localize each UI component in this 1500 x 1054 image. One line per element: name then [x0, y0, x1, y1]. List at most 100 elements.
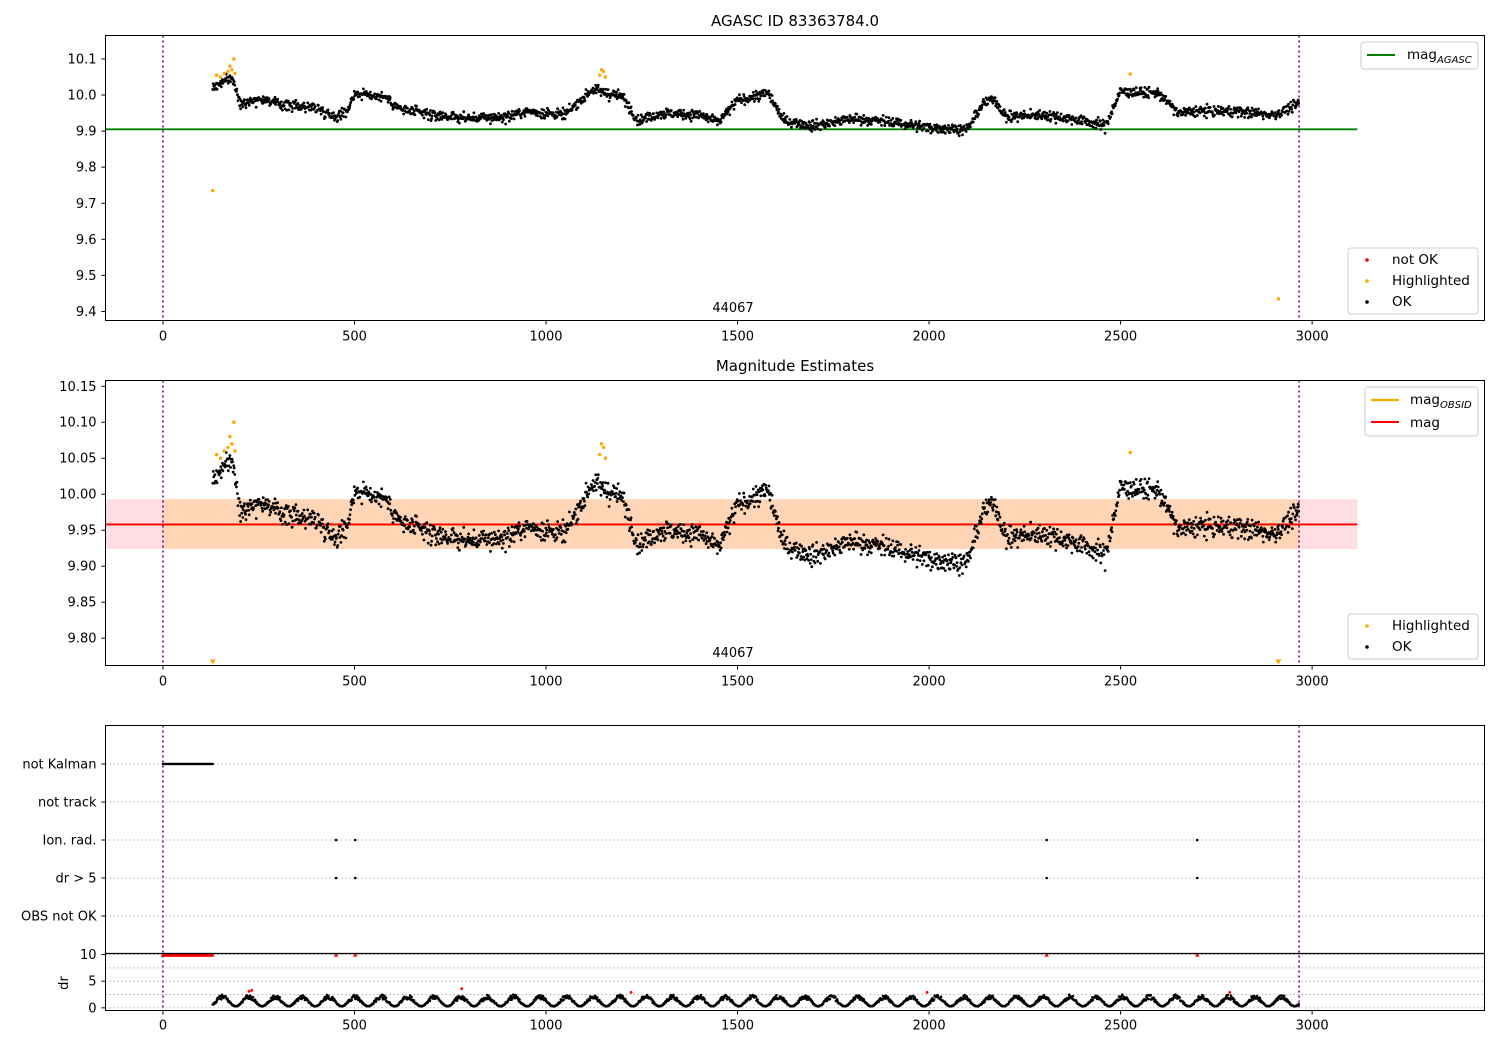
ok-point [949, 131, 952, 134]
ok-point [1184, 533, 1187, 536]
ok-point [566, 528, 569, 531]
ok-point [1154, 492, 1157, 495]
ok-point [411, 521, 414, 524]
ok-point [876, 540, 879, 543]
ok-point [1192, 107, 1195, 110]
ok-point [439, 526, 442, 529]
ok-point [313, 512, 316, 515]
ok-point [1219, 525, 1222, 528]
ok-point [776, 105, 779, 108]
x-tick-label: 1500 [721, 675, 754, 690]
ok-point [833, 554, 836, 557]
ok-point [963, 125, 966, 128]
ok-point [380, 505, 383, 508]
ok-point [1023, 110, 1026, 113]
ok-point [524, 115, 527, 118]
ok-point [887, 545, 890, 548]
ok-point [1037, 527, 1040, 530]
ok-point [742, 99, 745, 102]
ok-point [229, 80, 232, 83]
ok-point [757, 505, 760, 508]
ok-point [519, 534, 522, 537]
ok-point [769, 97, 772, 100]
ok-point [1287, 531, 1290, 534]
ok-point [630, 526, 633, 529]
ok-point [418, 523, 421, 526]
ok-point [1191, 530, 1194, 533]
ok-point [309, 513, 312, 516]
ok-point [1280, 533, 1283, 536]
ok-point [771, 505, 774, 508]
highlighted-point [230, 68, 233, 71]
ok-point [1142, 497, 1145, 500]
y-tick-label: 10.0 [68, 89, 97, 104]
ok-point [734, 103, 737, 106]
ok-point [415, 105, 418, 108]
ok-point [559, 526, 562, 529]
ok-point [547, 535, 550, 538]
ok-point [595, 489, 598, 492]
ok-point [243, 98, 246, 101]
ok-point [1157, 486, 1160, 489]
ok-point [289, 509, 292, 512]
ok-point [344, 522, 347, 525]
ok-point [1102, 549, 1105, 552]
ok-point [1016, 113, 1019, 116]
ok-point [281, 109, 284, 112]
ok-point [989, 504, 992, 507]
ok-point [815, 541, 818, 544]
ok-point [511, 110, 514, 113]
ok-point [261, 510, 264, 513]
ok-point [946, 559, 949, 562]
ok-point [406, 107, 409, 110]
ok-point [312, 521, 315, 524]
ok-point [1012, 532, 1015, 535]
ok-point [961, 129, 964, 132]
ok-point [1036, 540, 1039, 543]
ok-point [717, 541, 720, 544]
ok-point [488, 541, 491, 544]
y-tick-label: 9.7 [76, 197, 97, 212]
ok-point [1084, 548, 1087, 551]
ok-point [276, 501, 279, 504]
ok-point [690, 545, 693, 548]
ok-point [574, 104, 577, 107]
ok-point [450, 118, 453, 121]
ok-point [992, 102, 995, 105]
ok-point [1281, 526, 1284, 529]
ok-point [1003, 108, 1006, 111]
ok-point [965, 130, 968, 133]
ok-point [624, 105, 627, 108]
ok-point [778, 108, 781, 111]
ok-point [958, 134, 961, 137]
ok-point [662, 535, 665, 538]
ok-point [504, 530, 507, 533]
ok-point [283, 104, 286, 107]
ok-point [1296, 506, 1299, 509]
ok-point [497, 530, 500, 533]
ok-point [713, 537, 716, 540]
ok-point [1164, 495, 1167, 498]
ok-point [609, 498, 612, 501]
ok-point [640, 532, 643, 535]
ok-point [450, 114, 453, 117]
ok-point [1127, 497, 1130, 500]
ok-point [1052, 528, 1055, 531]
ok-point [236, 492, 239, 495]
ok-point [399, 516, 402, 519]
ok-point [756, 493, 759, 496]
ok-point [947, 124, 950, 127]
ok-point [670, 523, 673, 526]
panel2-title: Magnitude Estimates [716, 357, 874, 375]
ok-point [1249, 112, 1252, 115]
ok-point [1244, 525, 1247, 528]
ok-point [498, 543, 501, 546]
ok-point [637, 533, 640, 536]
ok-point [1092, 557, 1095, 560]
ok-point [891, 539, 894, 542]
ok-point [352, 98, 355, 101]
ok-point [983, 506, 986, 509]
ok-point [1047, 542, 1050, 545]
ok-point [1129, 481, 1132, 484]
highlighted-point [226, 446, 229, 449]
